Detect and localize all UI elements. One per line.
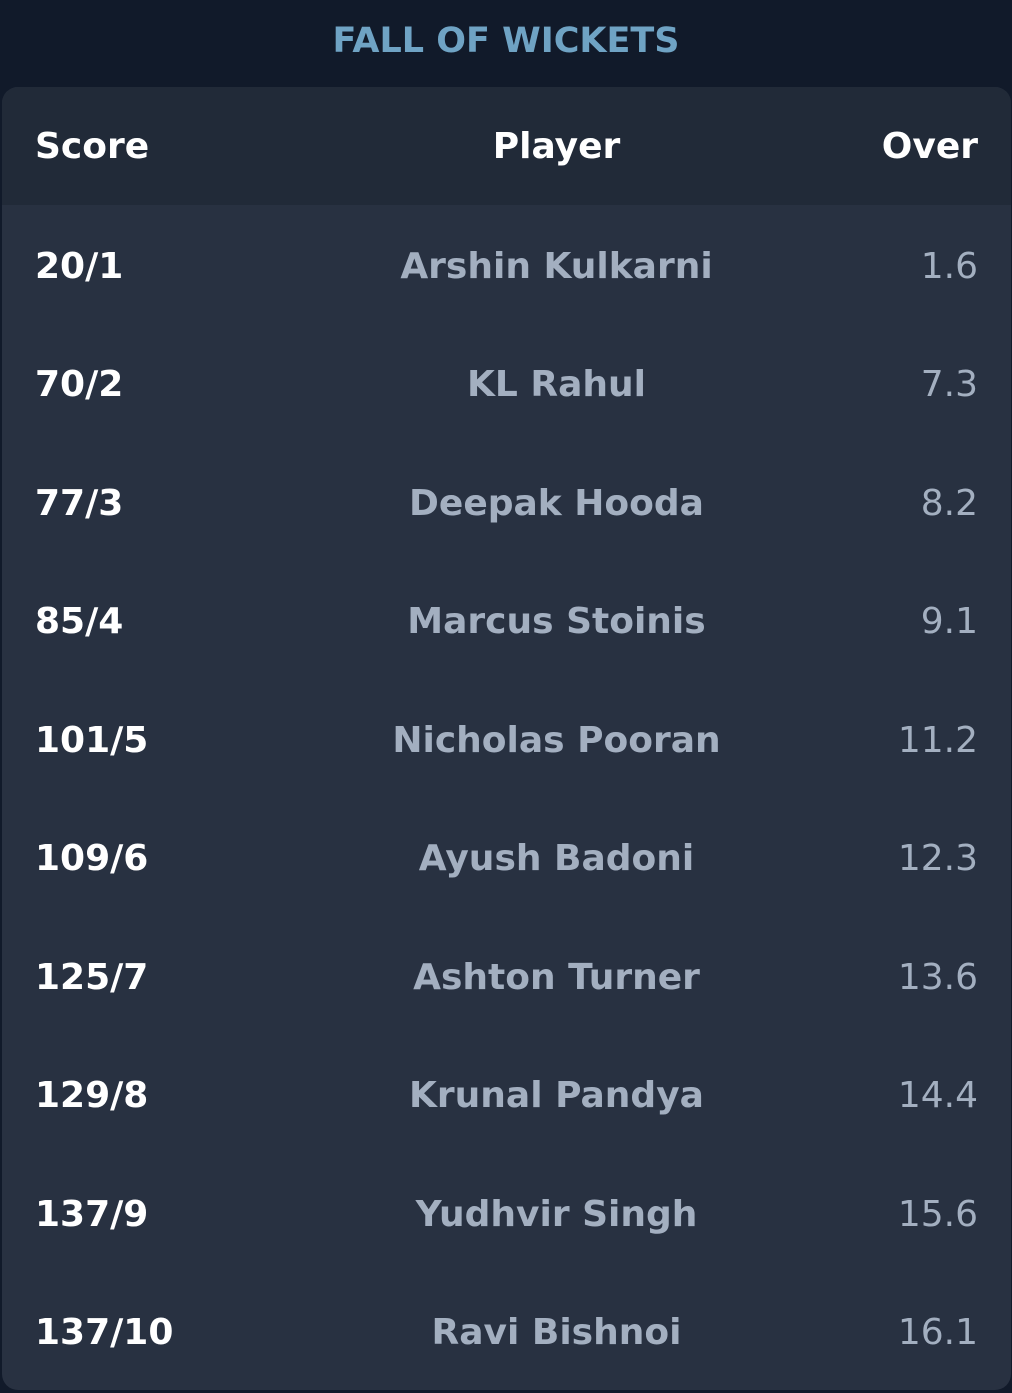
row-score: 20/1 bbox=[35, 245, 124, 287]
row-score: 77/3 bbox=[35, 482, 124, 524]
table-row: 70/2 KL Rahul 7.3 bbox=[2, 326, 1011, 445]
row-score: 125/7 bbox=[35, 956, 149, 998]
row-over: 8.2 bbox=[920, 482, 978, 524]
row-over: 1.6 bbox=[920, 245, 978, 287]
row-over: 16.1 bbox=[897, 1312, 978, 1354]
row-player: Marcus Stoinis bbox=[407, 601, 706, 643]
row-player: Ayush Badoni bbox=[418, 838, 695, 880]
row-player: Ashton Turner bbox=[413, 956, 700, 998]
header-player: Player bbox=[492, 125, 621, 167]
table-row: 129/8 Krunal Pandya 14.4 bbox=[2, 1037, 1011, 1156]
table-row: 137/9 Yudhvir Singh 15.6 bbox=[2, 1155, 1011, 1274]
row-score: 129/8 bbox=[35, 1075, 149, 1117]
row-over: 13.6 bbox=[897, 956, 978, 998]
table-row: 137/10 Ravi Bishnoi 16.1 bbox=[2, 1274, 1011, 1391]
row-player: Ravi Bishnoi bbox=[431, 1312, 682, 1354]
row-player: Arshin Kulkarni bbox=[400, 245, 713, 287]
table-row: 85/4 Marcus Stoinis 9.1 bbox=[2, 563, 1011, 682]
row-score: 109/6 bbox=[35, 838, 149, 880]
table-row: 77/3 Deepak Hooda 8.2 bbox=[2, 444, 1011, 563]
table-body: 20/1 Arshin Kulkarni 1.6 70/2 KL Rahul 7… bbox=[2, 205, 1011, 1390]
fall-of-wickets-table: Score Player Over 20/1 Arshin Kulkarni 1… bbox=[2, 87, 1011, 1390]
table-header: Score Player Over bbox=[2, 87, 1011, 205]
row-player: Deepak Hooda bbox=[409, 482, 704, 524]
table-row: 125/7 Ashton Turner 13.6 bbox=[2, 918, 1011, 1037]
row-score: 137/10 bbox=[35, 1312, 174, 1354]
row-score: 70/2 bbox=[35, 364, 124, 406]
row-player: Yudhvir Singh bbox=[415, 1193, 698, 1235]
row-over: 7.3 bbox=[920, 364, 978, 406]
row-over: 11.2 bbox=[897, 719, 978, 761]
section-title: FALL OF WICKETS bbox=[332, 21, 680, 61]
table-row: 101/5 Nicholas Pooran 11.2 bbox=[2, 681, 1011, 800]
row-player: Nicholas Pooran bbox=[392, 719, 721, 761]
table-row: 20/1 Arshin Kulkarni 1.6 bbox=[2, 207, 1011, 326]
row-over: 12.3 bbox=[897, 838, 978, 880]
row-player: Krunal Pandya bbox=[409, 1075, 704, 1117]
header-score: Score bbox=[35, 125, 150, 167]
row-score: 137/9 bbox=[35, 1193, 149, 1235]
row-player: KL Rahul bbox=[467, 364, 646, 406]
row-over: 15.6 bbox=[897, 1193, 978, 1235]
row-score: 85/4 bbox=[35, 601, 124, 643]
table-row: 109/6 Ayush Badoni 12.3 bbox=[2, 800, 1011, 919]
row-over: 9.1 bbox=[920, 601, 978, 643]
row-score: 101/5 bbox=[35, 719, 149, 761]
header-over: Over bbox=[881, 125, 978, 167]
row-over: 14.4 bbox=[897, 1075, 978, 1117]
